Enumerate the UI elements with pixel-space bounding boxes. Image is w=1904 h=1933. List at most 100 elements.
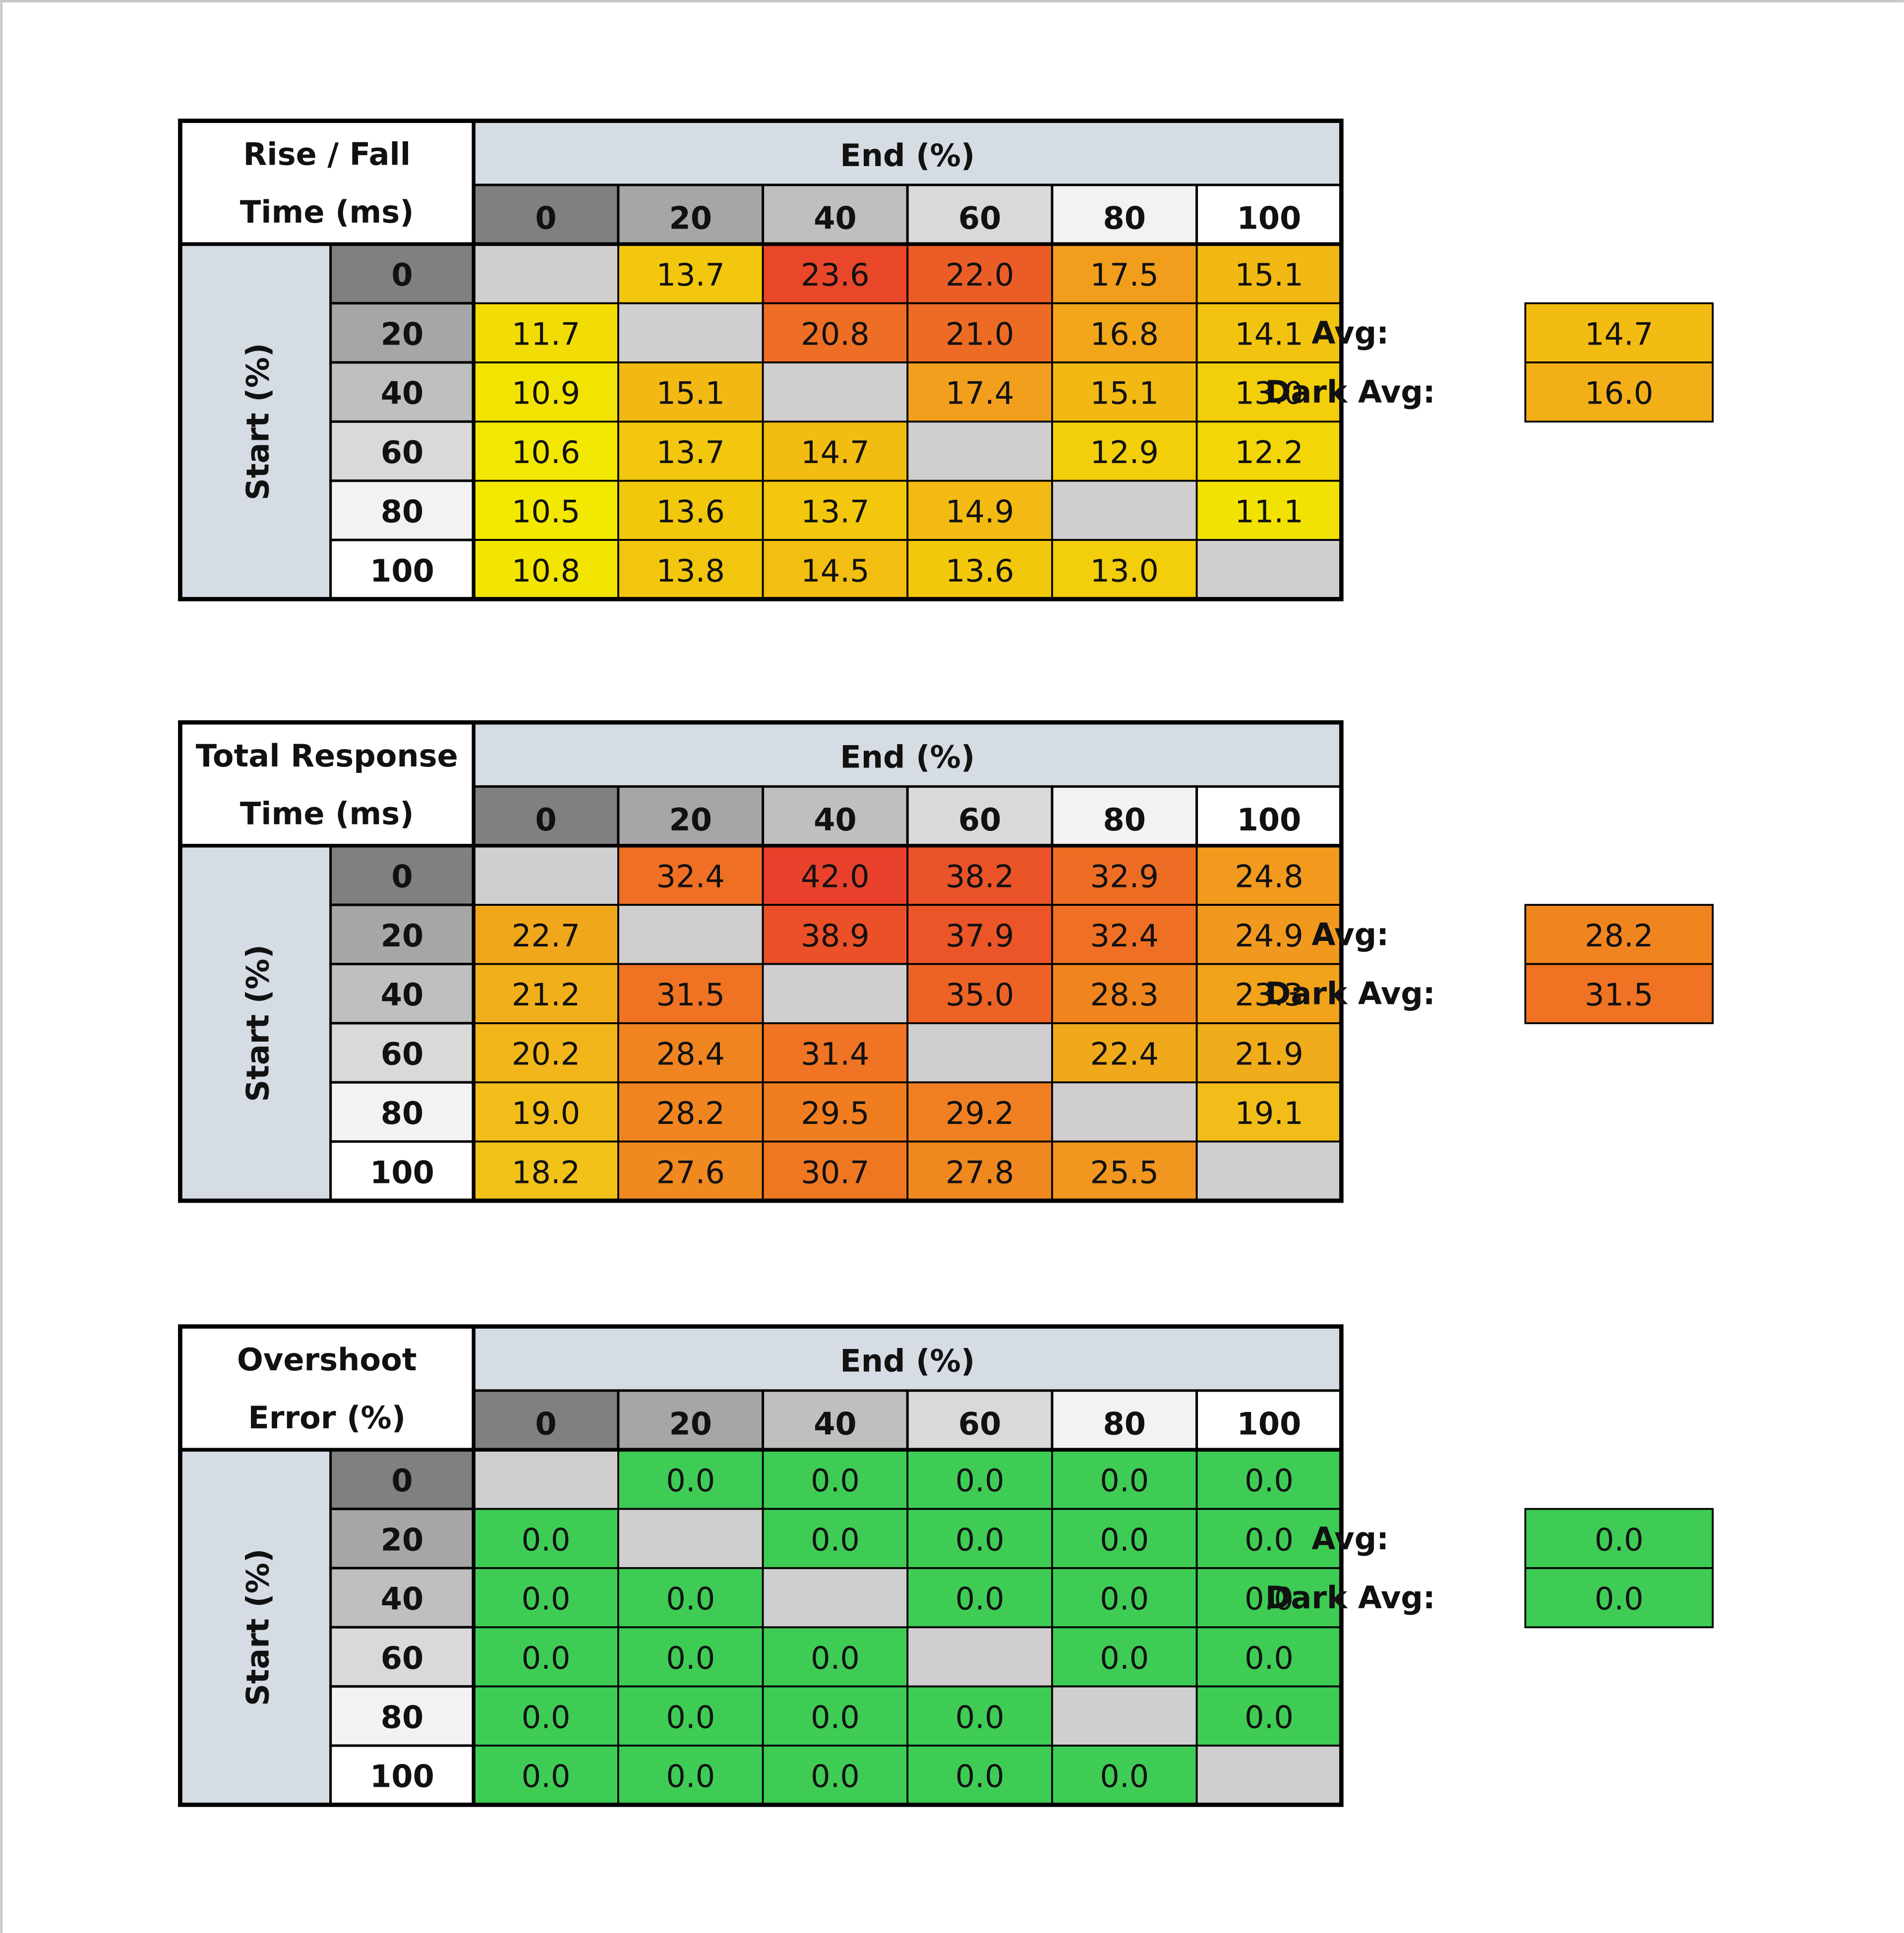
cell-value: 10.8 bbox=[512, 553, 580, 589]
cell bbox=[906, 1022, 1053, 1084]
cell-value: 0.0 bbox=[811, 1699, 860, 1735]
cell bbox=[906, 420, 1053, 482]
cell-value: 0.0 bbox=[811, 1758, 860, 1795]
cell-value: 0.0 bbox=[1245, 1581, 1294, 1617]
cell-value: 17.4 bbox=[946, 375, 1014, 411]
cell bbox=[1051, 1685, 1198, 1747]
title-cell bbox=[178, 721, 475, 847]
column-header bbox=[762, 183, 909, 245]
cell-value: 28.4 bbox=[656, 1036, 725, 1072]
column-header bbox=[1051, 785, 1198, 847]
cell-value: 32.9 bbox=[1090, 858, 1159, 894]
column-header bbox=[762, 1389, 909, 1451]
average-cell bbox=[1524, 904, 1714, 965]
row-header-label: 80 bbox=[381, 493, 424, 529]
table-title: Overshoot bbox=[237, 1342, 417, 1378]
table-title: Total Response bbox=[196, 738, 458, 774]
cell bbox=[762, 539, 909, 600]
cell bbox=[906, 1626, 1053, 1688]
title-cell bbox=[178, 1325, 475, 1451]
cell-value: 20.8 bbox=[801, 316, 869, 352]
table-border bbox=[178, 118, 1344, 601]
cell-value: 0.0 bbox=[522, 1699, 571, 1735]
cell-value: 27.6 bbox=[656, 1154, 725, 1190]
column-header bbox=[1051, 183, 1198, 245]
row-header-label: 60 bbox=[381, 434, 424, 470]
cell-value: 22.0 bbox=[946, 257, 1014, 293]
average-value: 0.0 bbox=[1595, 1581, 1644, 1617]
cell-value: 37.9 bbox=[946, 918, 1014, 954]
start-header bbox=[178, 1448, 332, 1806]
cell bbox=[1051, 1567, 1198, 1629]
cell bbox=[617, 302, 764, 363]
cell-value: 0.0 bbox=[1100, 1640, 1149, 1676]
cell bbox=[617, 1626, 764, 1688]
cell bbox=[1051, 963, 1198, 1024]
column-header bbox=[617, 1389, 765, 1451]
row-header-label: 20 bbox=[381, 918, 424, 954]
cell bbox=[762, 361, 909, 423]
average-value: 31.5 bbox=[1585, 977, 1653, 1013]
cell bbox=[617, 1508, 764, 1569]
cell-value: 28.3 bbox=[1090, 977, 1159, 1013]
row-header-label: 60 bbox=[381, 1640, 424, 1676]
column-header-label: 0 bbox=[535, 1406, 556, 1442]
start-header-label: Start (%) bbox=[240, 944, 276, 1102]
cell-value: 10.9 bbox=[512, 375, 580, 411]
cell bbox=[617, 1745, 764, 1806]
table-title: Time (ms) bbox=[240, 796, 414, 832]
cell bbox=[1195, 904, 1343, 965]
cell-value: 30.7 bbox=[801, 1154, 869, 1190]
cell bbox=[1195, 243, 1343, 304]
cell bbox=[1195, 1508, 1343, 1569]
row-header bbox=[329, 1022, 475, 1084]
cell bbox=[1051, 361, 1198, 423]
cell-value: 0.0 bbox=[811, 1640, 860, 1676]
column-header-label: 0 bbox=[535, 802, 556, 838]
end-header-label: End (%) bbox=[840, 1343, 975, 1379]
cell-value: 21.2 bbox=[512, 977, 580, 1013]
cell-value: 25.5 bbox=[1090, 1154, 1159, 1190]
column-header-label: 100 bbox=[1237, 200, 1302, 236]
row-header bbox=[329, 1508, 475, 1570]
cell-value: 11.7 bbox=[512, 316, 580, 352]
cell-value: 0.0 bbox=[1100, 1463, 1149, 1499]
column-header-label: 40 bbox=[814, 802, 857, 838]
cell bbox=[906, 844, 1053, 906]
column-header-label: 20 bbox=[669, 802, 712, 838]
cell-value: 18.2 bbox=[512, 1154, 580, 1190]
cell bbox=[473, 1449, 619, 1510]
row-header bbox=[329, 1744, 475, 1806]
cell-value: 21.9 bbox=[1235, 1036, 1303, 1072]
cell-value: 0.0 bbox=[1245, 1640, 1294, 1676]
cell-value: 28.2 bbox=[656, 1095, 725, 1131]
cell bbox=[473, 844, 619, 906]
cell-value: 29.2 bbox=[946, 1095, 1014, 1131]
cell-value: 0.0 bbox=[1100, 1522, 1149, 1558]
cell-value: 15.1 bbox=[1235, 257, 1303, 293]
row-header-label: 0 bbox=[391, 858, 413, 894]
cell-value: 38.2 bbox=[946, 858, 1014, 894]
end-header-label: End (%) bbox=[840, 739, 975, 775]
average-cell bbox=[1524, 963, 1714, 1024]
cell bbox=[906, 539, 1053, 600]
title-cell bbox=[178, 119, 475, 245]
cell bbox=[473, 1508, 619, 1569]
cell-value: 14.5 bbox=[801, 553, 869, 589]
row-header-label: 60 bbox=[381, 1036, 424, 1072]
cell-value: 17.5 bbox=[1090, 257, 1159, 293]
cell-value: 31.5 bbox=[656, 977, 725, 1013]
cell-value: 0.0 bbox=[1245, 1463, 1294, 1499]
cell bbox=[617, 1081, 764, 1143]
column-header-label: 80 bbox=[1103, 200, 1146, 236]
column-header-label: 60 bbox=[958, 802, 1002, 838]
cell bbox=[1051, 1508, 1198, 1569]
cell-value: 22.4 bbox=[1090, 1036, 1159, 1072]
average-value: 0.0 bbox=[1595, 1522, 1644, 1558]
row-header-label: 0 bbox=[391, 257, 413, 293]
cell bbox=[762, 1567, 909, 1629]
average-value: 16.0 bbox=[1585, 375, 1653, 411]
row-header bbox=[329, 302, 475, 364]
row-header-label: 0 bbox=[391, 1463, 413, 1499]
cell-value: 29.5 bbox=[801, 1095, 869, 1131]
